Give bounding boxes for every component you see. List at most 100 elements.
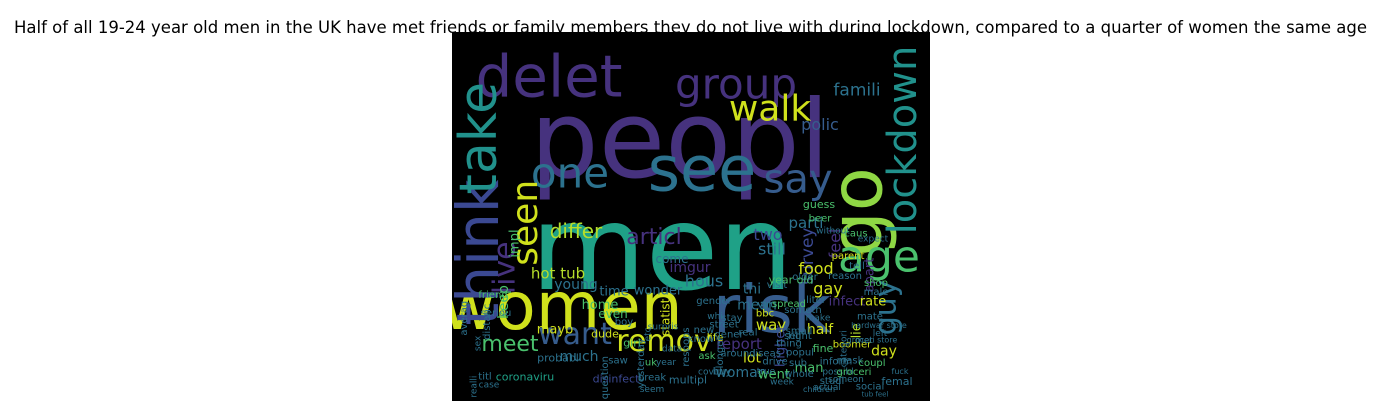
word-boomer: boomer xyxy=(833,339,872,350)
word-possibl: possibl xyxy=(822,368,853,378)
word-left: left xyxy=(873,329,888,339)
word-woman: woman xyxy=(715,365,766,381)
word-meet: meet xyxy=(481,332,539,357)
word-keep: keep xyxy=(496,285,512,319)
word-whi: whi xyxy=(707,312,723,322)
word-year: year xyxy=(656,358,676,368)
word-viru: viru xyxy=(757,300,776,311)
word-see: see xyxy=(648,132,757,205)
word-respons: respons xyxy=(681,327,692,366)
word-come: come xyxy=(655,252,688,266)
word-someth: someth xyxy=(784,305,821,316)
word-around: around xyxy=(720,348,755,359)
word-famili: famili xyxy=(833,81,880,101)
word-peopl: peopl xyxy=(530,78,830,203)
word-coronaviru: coronaviru xyxy=(496,371,555,384)
word-boy: boy xyxy=(615,317,633,328)
word-report: report xyxy=(716,335,762,353)
word-visit: visit xyxy=(767,280,788,291)
word-age: age xyxy=(838,232,920,283)
word-gay: gay xyxy=(813,279,842,298)
word-tell: tell xyxy=(849,261,865,272)
word-inform: inform xyxy=(820,356,852,367)
word-multipl: multipl xyxy=(669,373,707,386)
word-even: even xyxy=(598,307,627,321)
word-year-old: year old xyxy=(769,273,814,286)
word-bbc: bbc xyxy=(756,309,774,320)
word-one: one xyxy=(531,149,609,198)
word-lie: lie xyxy=(850,323,865,338)
word-hardwar-store: hardwar store xyxy=(851,321,907,330)
word-tub-feel: tub feel xyxy=(862,391,889,399)
word-gender: gender xyxy=(696,296,732,307)
word-cloud: peopl men women risk delet go think lockdown gro… xyxy=(452,32,930,401)
word-young: young xyxy=(554,277,597,293)
word-know: know xyxy=(688,334,714,345)
word-reason: reason xyxy=(828,271,862,282)
word-women: women xyxy=(452,268,683,345)
word-seen: seen xyxy=(505,180,546,266)
word-sub: sub xyxy=(789,358,807,369)
word-mask: mask xyxy=(837,356,864,367)
word-home: home xyxy=(582,298,619,313)
word-parent: parent xyxy=(832,251,865,262)
word-want: want xyxy=(538,317,612,352)
word-covid: covid xyxy=(698,368,722,378)
word-true: true xyxy=(757,367,776,377)
word-articl: articl xyxy=(626,225,681,250)
word-older: older xyxy=(792,272,818,283)
word-expect: expect xyxy=(858,235,889,245)
word-saw: saw xyxy=(608,356,628,367)
word-probabl: probabl xyxy=(537,352,579,365)
word-longer: longer xyxy=(715,336,726,369)
word-walk: walk xyxy=(729,88,812,129)
word-categori: categori xyxy=(840,330,850,367)
word-titl: titl xyxy=(478,372,491,383)
word-went: went xyxy=(758,367,790,382)
word-caus: caus xyxy=(844,229,867,240)
word-friend: friend xyxy=(478,290,507,301)
word-differ: differ xyxy=(550,219,603,243)
word-spread: spread xyxy=(772,299,806,310)
word-coupl: coupl xyxy=(858,358,885,369)
word-men: men xyxy=(531,179,793,317)
word-time: time xyxy=(599,285,628,300)
word-life: life xyxy=(707,331,724,344)
word-shop: shop xyxy=(864,278,888,289)
word-whole: whole xyxy=(784,369,814,380)
word-live: live xyxy=(488,241,523,294)
figure-title: Half of all 19-24 year old men in the UK… xyxy=(14,18,1367,37)
word-go: go xyxy=(815,167,899,257)
word-studi: studi xyxy=(820,376,845,387)
word-data: data xyxy=(662,344,682,354)
word-buy: buy xyxy=(713,366,732,377)
word-yesterday: yesterday xyxy=(636,338,647,388)
word-seriou: seriou xyxy=(481,308,512,319)
word-feel: feel xyxy=(826,229,845,259)
word-right: right xyxy=(788,331,812,342)
word-mate: mate xyxy=(857,311,883,322)
word-rate: rate xyxy=(860,295,886,310)
word-higher: higher xyxy=(774,325,789,367)
word-remov: remov xyxy=(616,324,711,359)
word-realli: realli xyxy=(470,376,480,398)
word-hous: hous xyxy=(685,272,723,291)
word-infect: infect xyxy=(829,295,866,310)
word-much: much xyxy=(559,349,598,365)
word-man: man xyxy=(795,361,824,376)
word-femal: femal xyxy=(881,375,912,388)
word-lockdown: lockdown xyxy=(880,46,926,235)
word-new: new xyxy=(694,325,715,336)
word-risk: risk xyxy=(713,271,832,348)
word-guess: guess xyxy=(803,198,835,211)
word-polic: polic xyxy=(801,115,839,134)
word-thi: thi xyxy=(743,281,761,297)
word-two: two xyxy=(753,225,782,244)
word-lot: lot xyxy=(743,351,761,367)
word-stay: stay xyxy=(721,313,742,324)
word-dude: dude xyxy=(591,327,619,340)
word-day: day xyxy=(871,344,897,360)
word-imgur: imgur xyxy=(669,260,710,276)
word-guy: guy xyxy=(869,279,904,335)
